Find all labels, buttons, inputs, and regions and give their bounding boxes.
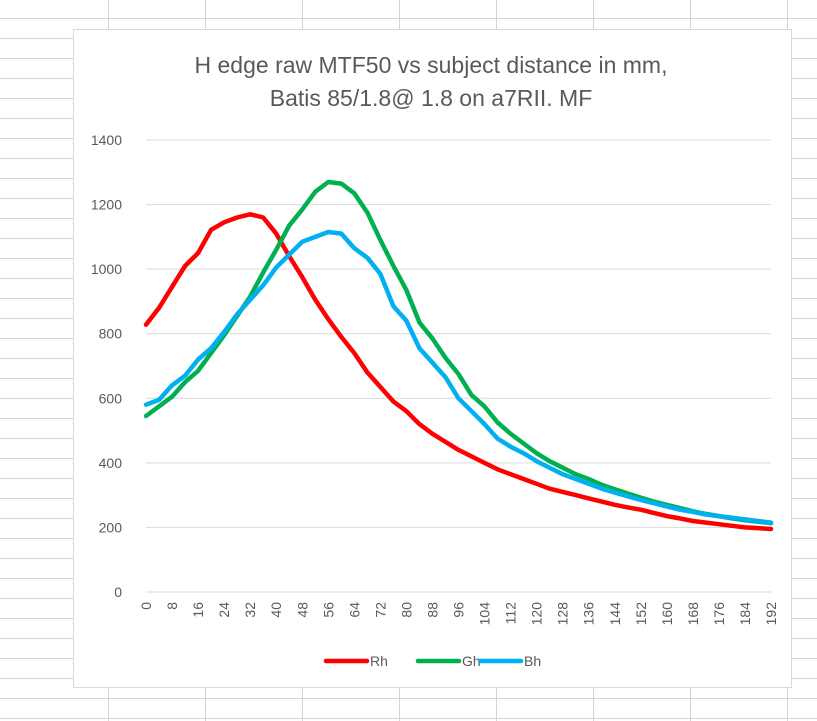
- x-axis-tick-labels: 0 8 16 24 32 40 48 56 64 72 80 88 96 104 112 120 128 136 1…: [138, 602, 779, 626]
- y-tick-label: 800: [99, 326, 123, 342]
- chart-title: H edge raw MTF50 vs subject distance in …: [195, 52, 668, 78]
- x-tick-label: 120: [529, 602, 545, 626]
- y-tick-label: 1400: [91, 132, 122, 148]
- x-tick-label: 40: [268, 602, 284, 618]
- x-tick-label: 56: [320, 602, 336, 618]
- x-tick-label: 32: [242, 602, 258, 618]
- x-tick-label: 152: [633, 602, 649, 626]
- x-tick-label: 8: [164, 602, 180, 610]
- y-tick-label: 1200: [91, 197, 122, 213]
- x-tick-label: 168: [685, 602, 701, 626]
- x-tick-label: 0: [138, 602, 154, 610]
- x-tick-label: 176: [711, 602, 727, 626]
- series-line-gh: [143, 179, 774, 526]
- line-chart: 0 200 400 600 800 1000 1200 1400 0 8 16 24 32 40 48 56…: [91, 52, 779, 669]
- x-tick-label: 192: [763, 602, 779, 626]
- series-line-bh: [143, 229, 774, 525]
- x-tick-label: 96: [451, 602, 467, 618]
- y-tick-label: 400: [99, 455, 123, 471]
- x-tick-label: 16: [190, 602, 206, 618]
- series-lines: [143, 179, 774, 532]
- x-tick-label: 24: [216, 602, 232, 618]
- legend-label-rh: Rh: [370, 653, 388, 669]
- x-tick-label: 112: [503, 602, 519, 625]
- x-tick-label: 184: [737, 602, 753, 626]
- x-tick-label: 72: [372, 602, 388, 618]
- x-tick-label: 144: [607, 602, 623, 626]
- x-tick-label: 88: [424, 602, 440, 618]
- legend: Rh Gh Bh: [323, 653, 541, 669]
- y-tick-label: 200: [99, 519, 123, 535]
- x-tick-label: 136: [581, 602, 597, 626]
- legend-label-bh: Bh: [524, 653, 541, 669]
- x-tick-label: 80: [398, 602, 414, 618]
- y-tick-label: 600: [99, 390, 123, 406]
- chart-subtitle: Batis 85/1.8@ 1.8 on a7RII. MF: [270, 85, 593, 111]
- x-tick-label: 48: [294, 602, 310, 618]
- x-tick-label: 160: [659, 602, 675, 626]
- x-tick-label: 128: [555, 602, 571, 626]
- chart-area[interactable]: 0 200 400 600 800 1000 1200 1400 0 8 16 24 32 40 48 56…: [73, 29, 792, 688]
- x-tick-label: 64: [346, 602, 362, 618]
- legend-label-gh: Gh: [462, 653, 481, 669]
- y-tick-label: 0: [114, 584, 122, 600]
- x-tick-label: 104: [477, 602, 493, 626]
- y-tick-label: 1000: [91, 261, 122, 277]
- y-axis-tick-labels: 0 200 400 600 800 1000 1200 1400: [91, 132, 122, 600]
- series-line-rh: [143, 212, 774, 532]
- gridlines: [146, 139, 771, 593]
